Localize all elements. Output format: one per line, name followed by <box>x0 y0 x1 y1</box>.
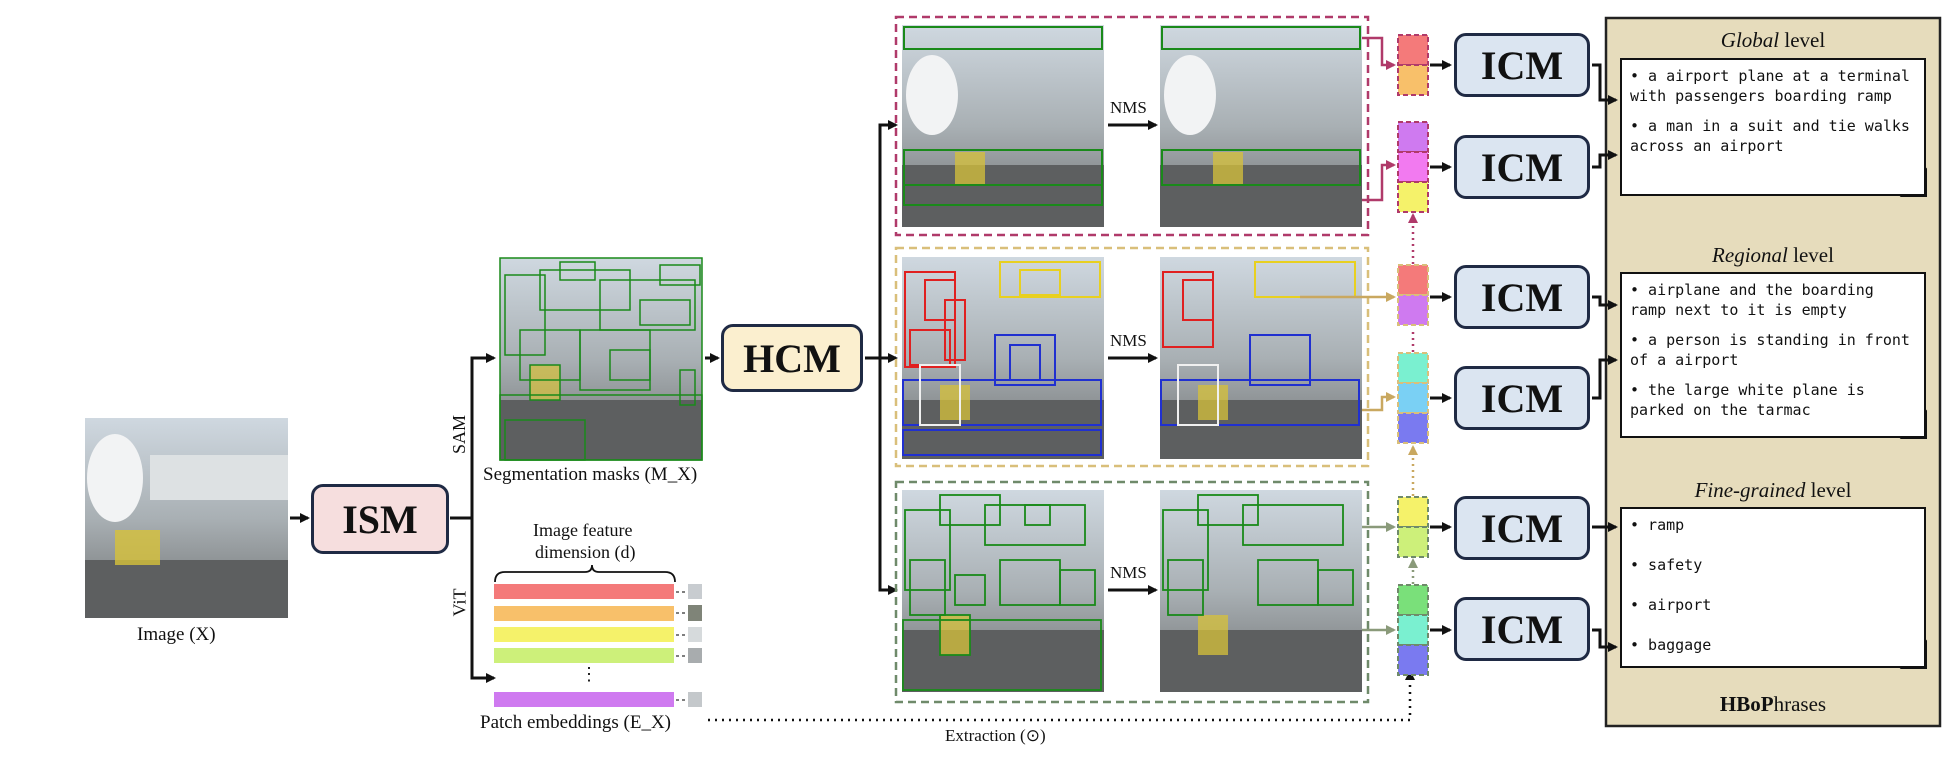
extraction-label: Extraction (⊙) <box>945 726 1046 745</box>
hcm-branch-arrows <box>865 120 898 595</box>
global-level-title-rest: level <box>1779 28 1826 52</box>
nms-label-fine: NMS <box>1110 563 1147 582</box>
global-group-box <box>894 15 1370 237</box>
feature-dim-title-1: Image feature <box>533 520 633 540</box>
patch-embeddings-label: Patch embeddings (E_X) <box>480 712 672 733</box>
token-to-icm-arrows <box>1430 60 1452 635</box>
fine-tokens-2 <box>1397 584 1429 676</box>
ism-branch-arrows <box>450 353 496 683</box>
regional-phrase-2: • a person is standing in front of a air… <box>1630 331 1910 369</box>
fine-level-title-rest: level <box>1805 478 1852 502</box>
fine-note: • ramp • safety • airport • baggage <box>1620 507 1926 668</box>
nms-label-global: NMS <box>1110 98 1147 117</box>
fine-level-title: Fine-grained level <box>1623 478 1923 503</box>
segmentation-image <box>499 257 703 461</box>
global-level-title: Global level <box>1623 28 1923 53</box>
icm-module-regional-2: ICM <box>1454 366 1590 430</box>
panel-title-bold: HBoP <box>1719 692 1774 716</box>
ism-module: ISM <box>311 484 449 554</box>
segmentation-label: Segmentation masks (M_X) <box>483 464 698 485</box>
hcm-module: HCM <box>721 324 863 392</box>
fine-tokens-1 <box>1397 496 1429 558</box>
fine-group-box <box>894 480 1370 704</box>
fine-thumbnails <box>902 490 1362 692</box>
extraction-path <box>708 670 1415 722</box>
global-thumbnails <box>902 25 1362 227</box>
icm-module-global-1: ICM <box>1454 33 1590 97</box>
icm-module-fine-1: ICM <box>1454 496 1590 560</box>
regional-tokens-1 <box>1397 264 1429 326</box>
regional-tokens-2 <box>1397 352 1429 444</box>
global-tokens-1 <box>1397 34 1429 96</box>
fine-phrase-2: • safety <box>1630 556 1703 574</box>
panel-title-rest: hrases <box>1773 692 1827 716</box>
regional-level-title-rest: level <box>1787 243 1834 267</box>
icm-to-note-arrows <box>1592 63 1618 652</box>
icm-module-fine-2: ICM <box>1454 597 1590 661</box>
fine-level-title-italic: Fine-grained <box>1694 478 1806 502</box>
global-note: • a airport plane at a terminal with pas… <box>1620 58 1926 196</box>
fine-phrase-4: • baggage <box>1630 636 1712 654</box>
regional-level-title-italic: Regional <box>1712 243 1788 267</box>
fine-phrase-1: • ramp <box>1630 516 1685 534</box>
sam-branch-label: SAM <box>449 414 470 455</box>
icm-module-global-2: ICM <box>1454 135 1590 199</box>
regional-level-title: Regional level <box>1623 243 1923 268</box>
regional-note: • airplane and the boarding ramp next to… <box>1620 272 1926 438</box>
global-tokens-2 <box>1397 121 1429 213</box>
vit-branch-label: ViT <box>449 588 470 617</box>
input-image <box>85 418 288 618</box>
fine-phrase-3: • airport <box>1630 596 1712 614</box>
regional-phrase-1: • airplane and the boarding ramp next to… <box>1630 281 1874 319</box>
regional-phrase-3: • the large white plane is parked on the… <box>1630 381 1865 419</box>
global-level-title-italic: Global <box>1720 28 1780 52</box>
group-to-token-arrows <box>1300 36 1396 635</box>
nms-label-regional: NMS <box>1110 331 1147 350</box>
panel-title: HBoPhrases <box>1623 692 1923 717</box>
global-phrase-2: • a man in a suit and tie walks across a… <box>1630 117 1910 155</box>
feature-dim-title-2: dimension (d) <box>535 542 636 562</box>
feature-bars <box>494 564 702 707</box>
regional-group-box <box>894 246 1370 468</box>
input-image-label: Image (X) <box>137 624 216 645</box>
icm-module-regional-1: ICM <box>1454 265 1590 329</box>
regional-thumbnails <box>902 257 1362 459</box>
feature-ellipsis: ⋮ <box>580 664 598 684</box>
global-phrase-1: • a airport plane at a terminal with pas… <box>1630 67 1910 105</box>
